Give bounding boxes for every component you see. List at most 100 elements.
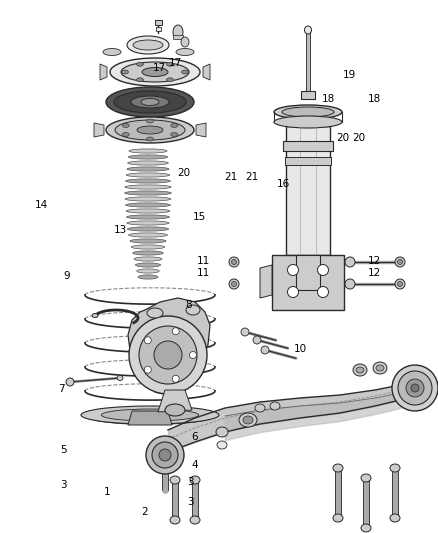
Ellipse shape (115, 120, 185, 140)
Text: 14: 14 (35, 200, 48, 210)
Text: 4: 4 (191, 460, 198, 470)
Ellipse shape (81, 406, 219, 424)
Ellipse shape (361, 474, 371, 482)
Ellipse shape (130, 239, 166, 243)
Ellipse shape (146, 137, 153, 141)
Text: 19: 19 (343, 70, 356, 79)
Ellipse shape (127, 227, 169, 231)
Text: 20: 20 (336, 133, 349, 142)
Ellipse shape (129, 316, 207, 394)
Ellipse shape (142, 68, 168, 77)
Ellipse shape (117, 376, 123, 381)
Ellipse shape (239, 413, 257, 427)
Text: 12: 12 (368, 268, 381, 278)
Ellipse shape (103, 49, 121, 55)
Ellipse shape (128, 155, 168, 159)
Ellipse shape (144, 366, 151, 373)
Text: 3: 3 (187, 478, 194, 487)
Ellipse shape (134, 257, 162, 261)
Ellipse shape (159, 449, 171, 461)
Ellipse shape (217, 441, 227, 449)
Ellipse shape (122, 124, 129, 127)
Bar (296, 255, 320, 290)
Ellipse shape (121, 70, 128, 74)
Ellipse shape (131, 245, 165, 249)
Polygon shape (128, 411, 172, 425)
Ellipse shape (373, 362, 387, 374)
Ellipse shape (274, 116, 342, 128)
Ellipse shape (333, 514, 343, 522)
Ellipse shape (229, 257, 239, 267)
Ellipse shape (190, 516, 200, 524)
Ellipse shape (166, 78, 173, 82)
Ellipse shape (376, 365, 384, 371)
Bar (283, 141, 333, 151)
Ellipse shape (186, 305, 200, 315)
Polygon shape (94, 123, 104, 137)
Text: 3: 3 (187, 497, 194, 507)
Ellipse shape (398, 281, 403, 287)
Bar (301, 91, 315, 99)
Ellipse shape (152, 442, 178, 468)
Polygon shape (158, 390, 192, 412)
Ellipse shape (304, 26, 311, 34)
Ellipse shape (253, 336, 261, 344)
Ellipse shape (66, 378, 74, 386)
Polygon shape (128, 298, 210, 395)
Ellipse shape (106, 117, 194, 143)
Ellipse shape (110, 58, 200, 86)
Ellipse shape (137, 126, 163, 134)
Ellipse shape (274, 105, 342, 119)
Ellipse shape (171, 133, 178, 136)
Ellipse shape (395, 257, 405, 267)
Text: 13: 13 (114, 225, 127, 235)
Ellipse shape (270, 402, 280, 410)
Text: 20: 20 (177, 168, 191, 178)
Ellipse shape (345, 279, 355, 289)
Ellipse shape (154, 341, 182, 369)
Ellipse shape (345, 257, 355, 267)
Ellipse shape (126, 209, 170, 213)
Text: 16: 16 (277, 179, 290, 189)
Ellipse shape (171, 124, 178, 127)
Polygon shape (203, 64, 210, 80)
Ellipse shape (318, 264, 328, 276)
Text: 1: 1 (104, 487, 111, 497)
Ellipse shape (173, 25, 183, 39)
Ellipse shape (176, 49, 194, 55)
Ellipse shape (125, 185, 171, 189)
Ellipse shape (356, 367, 364, 373)
Text: 17: 17 (169, 58, 182, 68)
Ellipse shape (181, 70, 188, 74)
Ellipse shape (129, 233, 167, 237)
Ellipse shape (353, 364, 367, 376)
Ellipse shape (406, 379, 424, 397)
Ellipse shape (114, 91, 186, 113)
Ellipse shape (127, 161, 168, 165)
Ellipse shape (333, 464, 343, 472)
Ellipse shape (127, 221, 169, 225)
Text: 9: 9 (63, 271, 70, 281)
Text: 21: 21 (245, 172, 258, 182)
Ellipse shape (131, 96, 169, 108)
Ellipse shape (261, 346, 269, 354)
Ellipse shape (125, 197, 171, 201)
Ellipse shape (137, 269, 159, 273)
Ellipse shape (122, 133, 129, 136)
Ellipse shape (216, 427, 228, 437)
Ellipse shape (126, 203, 170, 207)
Ellipse shape (390, 514, 400, 522)
Text: 2: 2 (141, 507, 148, 516)
Ellipse shape (126, 179, 170, 183)
Ellipse shape (146, 119, 153, 123)
Text: 12: 12 (368, 256, 381, 266)
Ellipse shape (229, 279, 239, 289)
Ellipse shape (170, 476, 180, 484)
Bar (155, 20, 162, 25)
Bar (173, 35, 183, 39)
Ellipse shape (361, 524, 371, 532)
Text: 15: 15 (193, 213, 206, 222)
Ellipse shape (170, 516, 180, 524)
Ellipse shape (390, 464, 400, 472)
Text: 11: 11 (197, 256, 210, 266)
